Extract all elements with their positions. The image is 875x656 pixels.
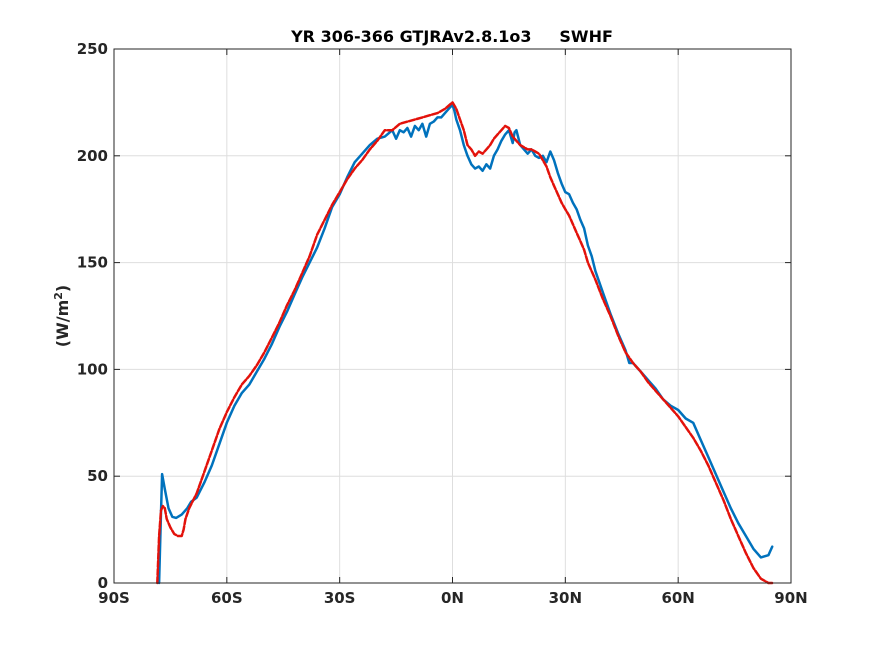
y-axis-label: (W/m2) [52, 285, 72, 347]
chart-title: YR 306-366 GTJRAv2.8.1o3 SWHF [290, 27, 613, 46]
series-layer [156, 101, 774, 585]
y-tick-label: 100 [77, 360, 108, 378]
y-tick-label: 150 [77, 254, 108, 272]
x-tick-label: 0N [441, 589, 464, 607]
series-line-2 [156, 101, 774, 585]
x-tick-label: 60S [211, 589, 243, 607]
x-tick-label: 30N [549, 589, 582, 607]
x-tick-label: 30S [324, 589, 356, 607]
y-tick-label: 0 [98, 574, 108, 592]
y-tick-label: 50 [87, 467, 108, 485]
x-tick-label: 90S [98, 589, 130, 607]
axis-ticks: 90S 60S 30S 0N 30N 60N 90N 0 50 100 150 200 250 [77, 40, 808, 607]
y-tick-label: 250 [77, 40, 108, 58]
x-tick-label: 90N [774, 589, 807, 607]
series-line-1 [157, 103, 774, 585]
y-tick-label: 200 [77, 147, 108, 165]
x-tick-label: 60N [661, 589, 694, 607]
